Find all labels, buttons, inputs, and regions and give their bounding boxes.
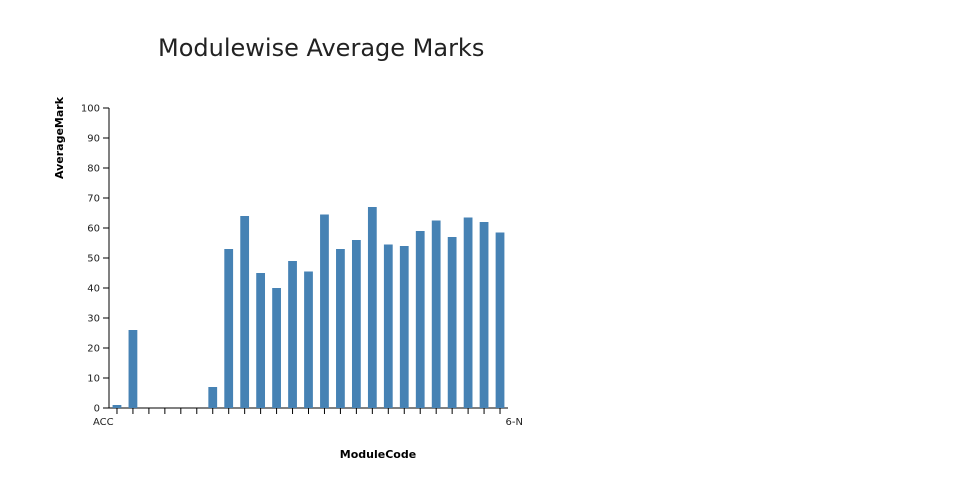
bar <box>399 246 409 408</box>
chart-title: Modulewise Average Marks <box>158 34 485 62</box>
x-tick-label-last: 6-N <box>506 417 523 428</box>
bar <box>415 231 425 408</box>
bar <box>128 330 138 408</box>
y-tick-label: 80 <box>87 164 100 175</box>
bar <box>256 273 266 408</box>
y-tick-label: 60 <box>87 224 100 235</box>
y-tick-label: 90 <box>87 134 100 145</box>
bar <box>288 261 297 408</box>
y-axis: 0 10 20 30 40 50 60 70 80 90 100 <box>81 104 110 415</box>
bar <box>351 240 361 408</box>
bar <box>208 387 218 408</box>
bar <box>304 271 313 408</box>
bar <box>336 249 345 408</box>
y-tick-label: 50 <box>87 254 100 265</box>
y-tick-label: 100 <box>81 104 100 115</box>
bar <box>272 288 281 408</box>
bar <box>479 222 489 408</box>
bars <box>112 207 505 408</box>
bar <box>367 207 377 408</box>
bar <box>495 232 505 408</box>
y-tick-label: 40 <box>87 284 100 295</box>
bar <box>383 244 393 408</box>
bar <box>240 216 250 408</box>
x-axis-label: ModuleCode <box>340 448 416 461</box>
y-tick-label: 70 <box>87 194 100 205</box>
x-tick-label-first: ACC <box>93 417 114 428</box>
bar <box>112 405 122 408</box>
y-tick-label: 20 <box>87 344 100 355</box>
bar <box>224 249 234 408</box>
y-tick-label: 0 <box>94 404 100 415</box>
bar <box>447 237 457 408</box>
y-tick-label: 10 <box>87 374 100 385</box>
bar <box>431 220 441 408</box>
bar <box>463 217 473 408</box>
x-axis: ACC 6-N <box>93 407 523 428</box>
y-tick-label: 30 <box>87 314 100 325</box>
y-axis-label: AverageMark <box>53 96 66 179</box>
bar <box>320 214 329 408</box>
